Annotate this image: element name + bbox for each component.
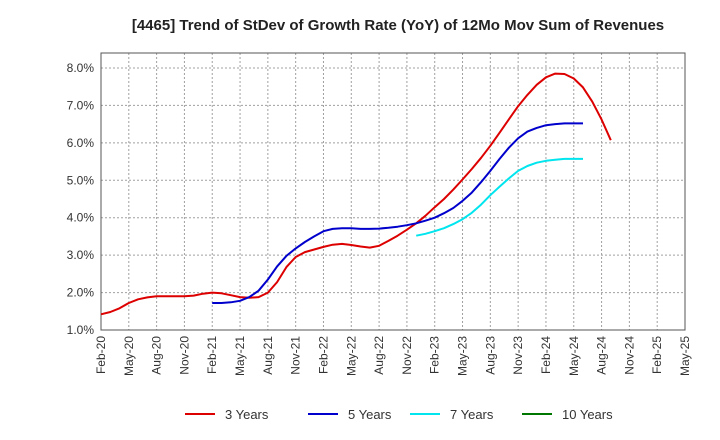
series-line-7-years bbox=[415, 157, 583, 237]
legend-label: 10 Years bbox=[562, 407, 613, 422]
x-tick-label: Aug-24 bbox=[595, 336, 609, 375]
series-layer bbox=[100, 72, 612, 316]
y-tick-label: 5.0% bbox=[67, 173, 95, 187]
legend-label: 7 Years bbox=[450, 407, 494, 422]
x-tick-label: May-22 bbox=[344, 336, 358, 376]
legend-label: 3 Years bbox=[225, 407, 269, 422]
x-tick-label: Feb-25 bbox=[650, 336, 664, 374]
legend-label: 5 Years bbox=[348, 407, 392, 422]
grid-layer bbox=[100, 53, 685, 331]
axes-layer: 1.0% 2.0% 3.0% 4.0% 5.0% 6.0% 7.0% 8.0% Feb-20 Ma… bbox=[67, 52, 692, 376]
x-tick-label: Nov-22 bbox=[400, 336, 414, 375]
series-line-3-years bbox=[100, 72, 612, 316]
series-line-5-years bbox=[212, 122, 583, 304]
x-tick-label: Nov-23 bbox=[511, 336, 525, 375]
legend: 3 Years 5 Years 7 Years 10 Years bbox=[185, 407, 613, 422]
x-tick-label: Aug-21 bbox=[261, 336, 275, 375]
x-tick-label: May-21 bbox=[233, 336, 247, 376]
x-tick-label: May-20 bbox=[122, 336, 136, 376]
x-tick-label: Aug-22 bbox=[372, 336, 386, 375]
x-tick-label: Aug-23 bbox=[483, 336, 497, 375]
y-tick-label: 7.0% bbox=[67, 98, 95, 112]
x-tick-label: Feb-24 bbox=[539, 336, 553, 374]
plot-area bbox=[101, 53, 685, 330]
y-tick-label: 2.0% bbox=[67, 286, 95, 300]
x-tick-label: Feb-21 bbox=[205, 336, 219, 374]
plot-border bbox=[100, 52, 686, 331]
x-tick-label: Nov-20 bbox=[177, 336, 191, 375]
x-tick-label: May-25 bbox=[678, 336, 692, 376]
x-tick-label: May-23 bbox=[456, 336, 470, 376]
x-tick-label: Nov-24 bbox=[622, 336, 636, 375]
x-tick-label: Feb-23 bbox=[428, 336, 442, 374]
chart-title: [4465] Trend of StDev of Growth Rate (Yo… bbox=[132, 17, 664, 34]
y-tick-label: 1.0% bbox=[67, 323, 95, 337]
y-tick-label: 4.0% bbox=[67, 211, 95, 225]
y-tick-label: 3.0% bbox=[67, 248, 95, 262]
x-tick-label: Feb-22 bbox=[316, 336, 330, 374]
y-tick-label: 6.0% bbox=[67, 136, 95, 150]
x-tick-label: Aug-20 bbox=[150, 336, 164, 375]
x-tick-label: May-24 bbox=[567, 336, 581, 376]
x-tick-label: Nov-21 bbox=[289, 336, 303, 375]
x-tick-label: Feb-20 bbox=[94, 336, 108, 374]
y-tick-label: 8.0% bbox=[67, 61, 95, 75]
